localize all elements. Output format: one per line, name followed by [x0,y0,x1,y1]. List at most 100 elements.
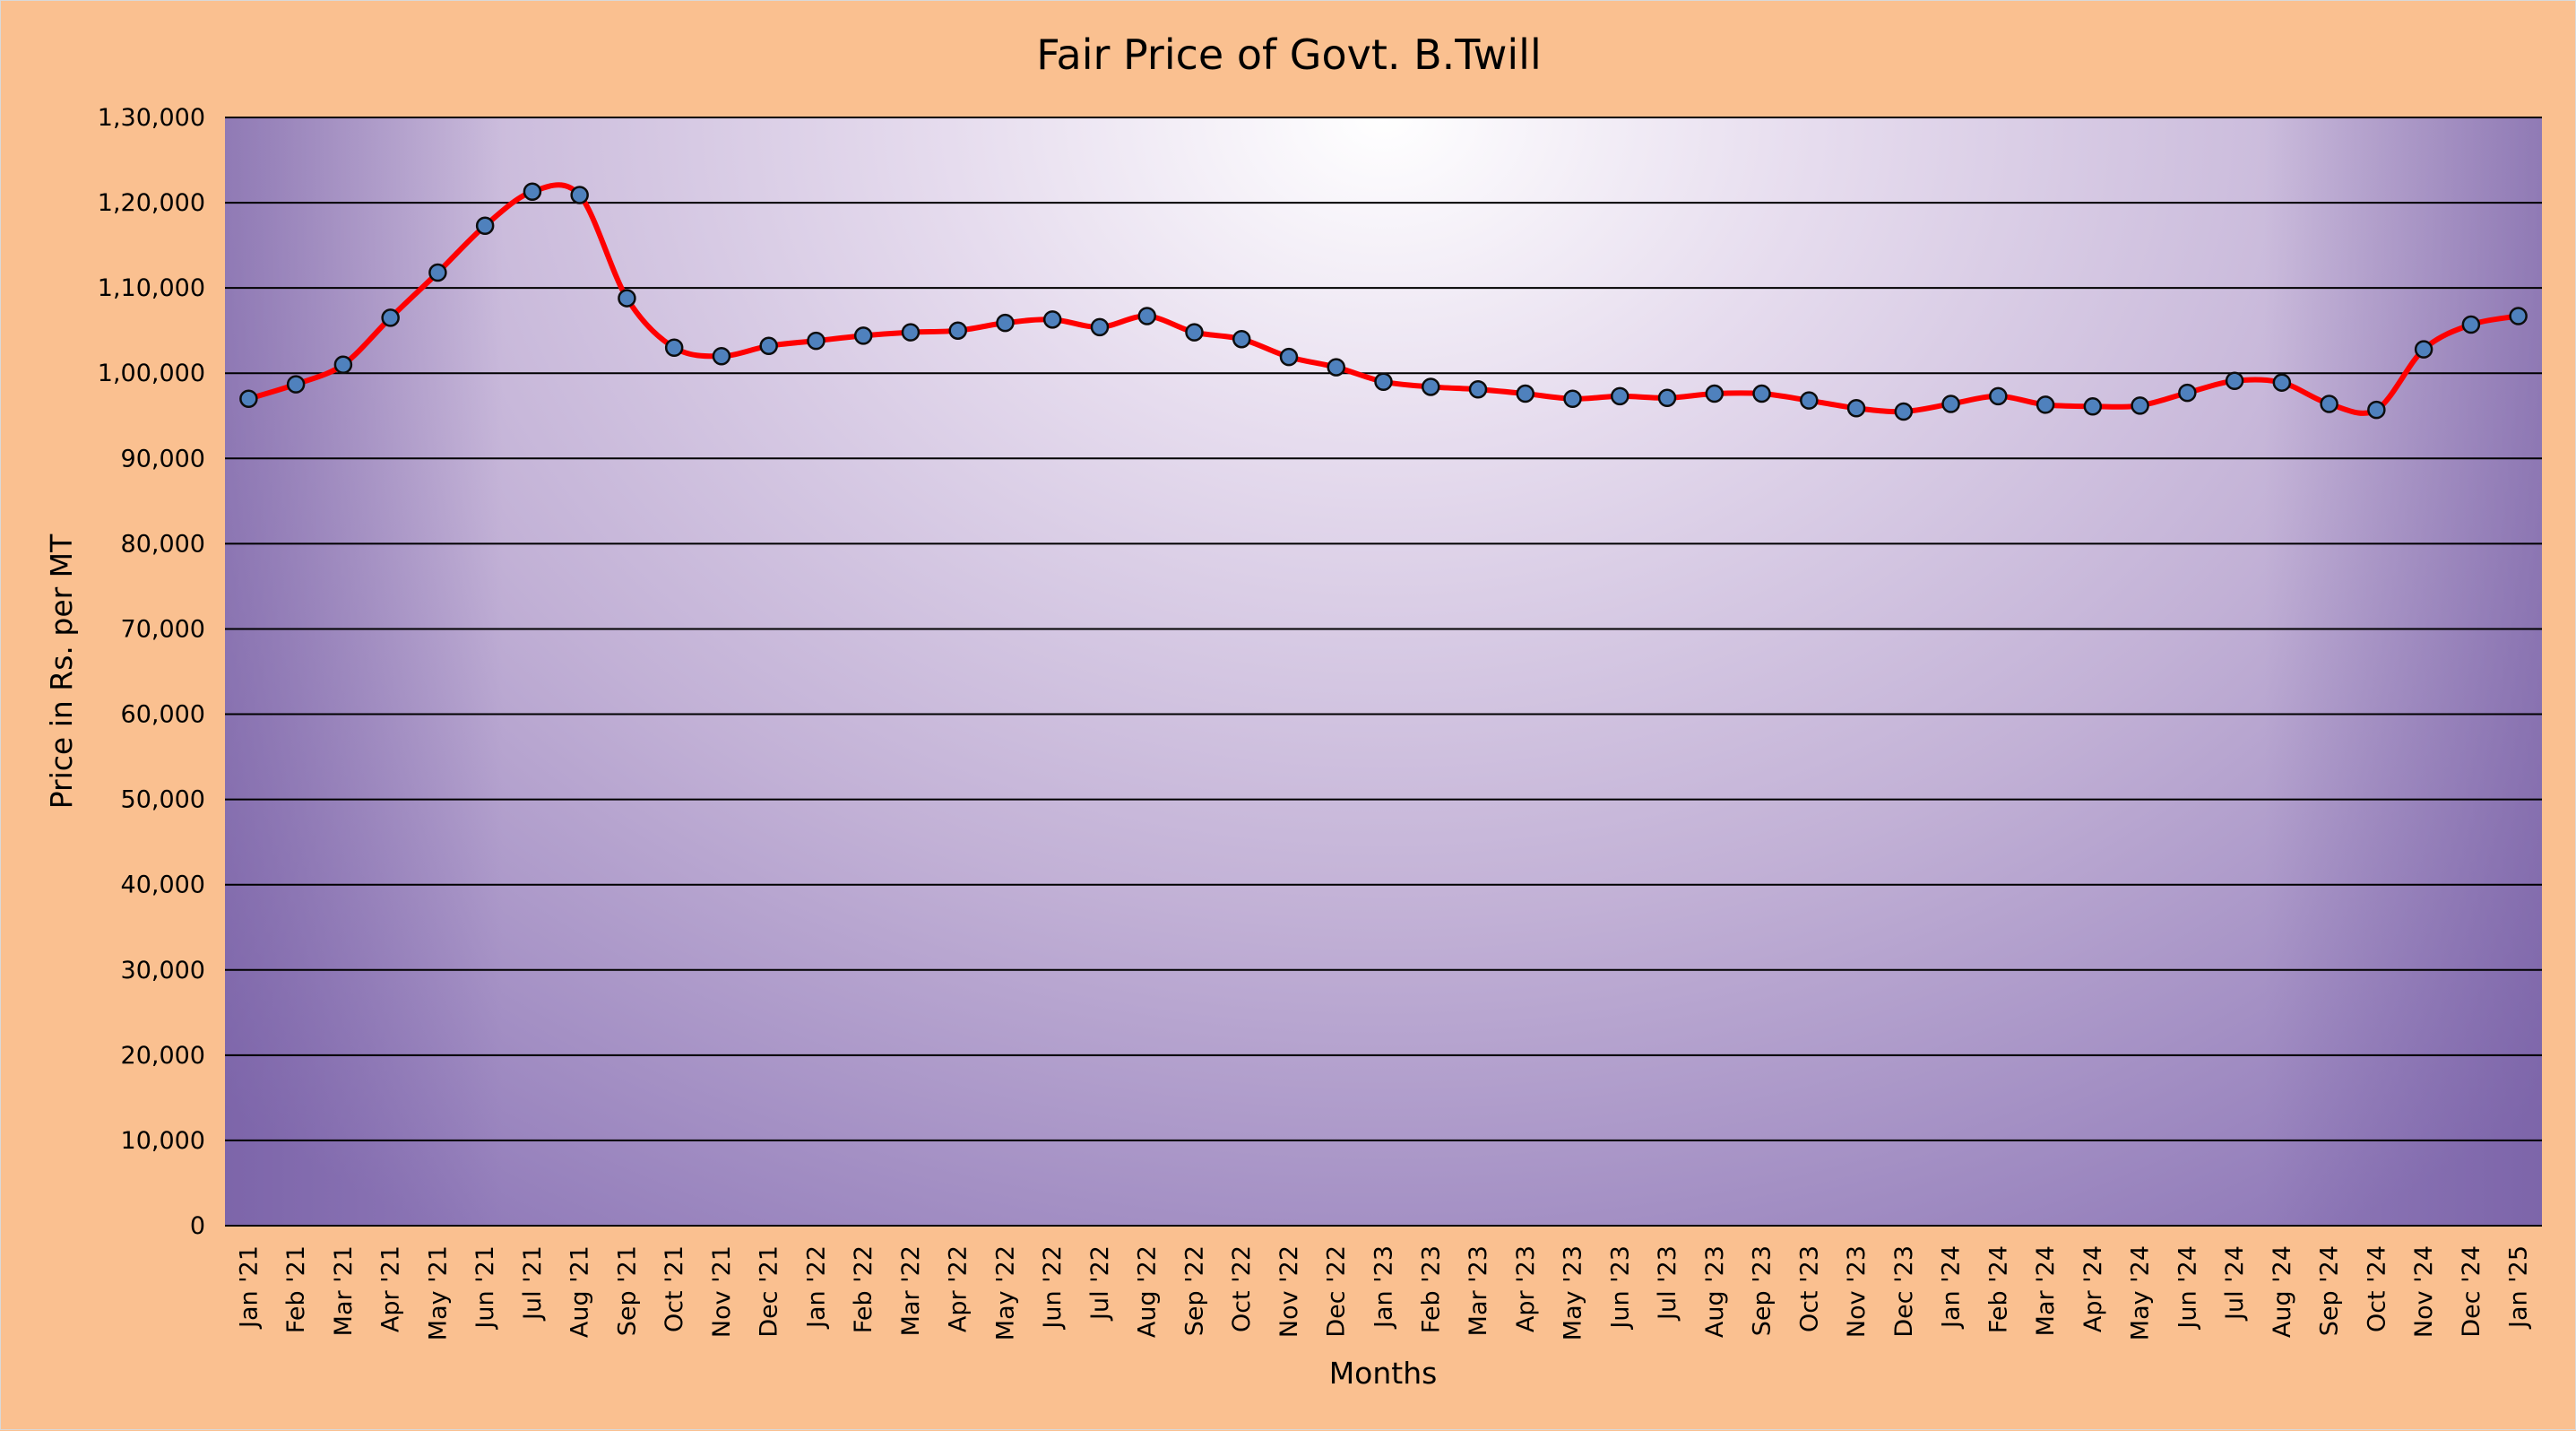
x-tick-label: Oct '24 [2363,1245,2390,1332]
x-tick-label: Jun '22 [1039,1245,1067,1331]
x-tick-label: Jul '21 [519,1245,547,1322]
x-tick-label: Sep '22 [1180,1245,1208,1336]
x-tick-label: Jun '21 [471,1245,499,1331]
data-point [570,186,589,204]
x-tick-label: Feb '21 [282,1245,310,1333]
data-point [2178,383,2197,403]
data-point [333,355,353,374]
x-tick-label: Dec '24 [2458,1245,2485,1338]
data-point [712,346,731,366]
data-point [664,338,684,357]
data-point [1137,307,1156,325]
data-point [1232,329,1251,349]
data-point [2414,340,2433,359]
x-tick-label: Jan '25 [2505,1245,2533,1330]
y-tick-label: 70,000 [121,615,205,643]
data-point [1894,402,1914,421]
x-tick-label: Nov '24 [2410,1245,2438,1338]
data-point [1705,384,1725,403]
y-tick-label: 50,000 [121,786,205,814]
data-point [1279,347,1299,367]
data-point [1468,380,1488,399]
y-axis-label: Price in Rs. per MT [44,533,79,809]
x-tick-label: Nov '22 [1275,1245,1303,1338]
y-tick-label: 1,20,000 [98,189,205,217]
y-tick-label: 30,000 [121,957,205,984]
x-tick-label: Apr '23 [1512,1245,1540,1332]
x-tick-label: Jan '22 [802,1245,830,1330]
x-tick-label: Feb '24 [1984,1245,2012,1333]
y-tick-label: 1,10,000 [98,274,205,302]
x-tick-label: Aug '21 [566,1245,594,1338]
x-tick-label: Jun '24 [2174,1245,2201,1331]
y-tick-label: 60,000 [121,701,205,729]
data-point [1516,384,1535,403]
data-point [1327,358,1345,377]
data-point [1800,391,1819,410]
data-point [475,216,495,235]
x-tick-label: Aug '23 [1701,1245,1729,1338]
data-point [1657,388,1677,408]
data-point [2461,315,2481,334]
x-tick-label: Dec '21 [756,1245,783,1338]
y-tick-label: 10,000 [121,1127,205,1155]
data-point [1611,386,1629,406]
x-tick-label: Oct '22 [1228,1245,1256,1332]
data-point [1042,310,1062,329]
x-tick-label: Oct '23 [1795,1245,1823,1332]
data-point [618,289,636,308]
data-point [996,313,1015,333]
y-tick-label: 1,30,000 [98,104,205,132]
x-tick-label: May '22 [991,1245,1019,1340]
x-tick-label: Jan '23 [1370,1245,1398,1330]
x-tick-label: Sep '24 [2316,1245,2344,1336]
data-point [1846,398,1866,418]
data-point [2225,371,2244,391]
x-tick-label: Mar '22 [897,1245,925,1336]
data-point [1374,372,1393,391]
y-tick-label: 1,00,000 [98,360,205,387]
x-tick-label: Dec '22 [1323,1245,1351,1338]
plot-area-shade [225,117,2542,1226]
x-tick-label: Nov '23 [1843,1245,1871,1338]
data-point [1563,389,1582,409]
data-point [2036,395,2055,414]
data-point [2509,307,2528,325]
data-point [2083,397,2103,416]
x-tick-label: Sep '23 [1749,1245,1776,1336]
x-tick-label: Nov '21 [708,1245,736,1338]
x-tick-label: Aug '22 [1134,1245,1162,1338]
data-point [1422,377,1440,396]
x-tick-label: Jul '24 [2221,1245,2249,1322]
x-tick-label: Apr '21 [377,1245,405,1332]
data-point [428,263,447,282]
data-point [2367,400,2386,420]
x-axis-label: Months [1329,1356,1438,1391]
data-point [759,336,778,356]
data-point [239,389,258,409]
x-tick-label: Jul '22 [1086,1245,1114,1322]
data-point [2272,373,2292,392]
y-axis-ticks: 0 10,000 20,000 30,000 40,000 50,000 60,000 70,… [98,104,205,1240]
x-tick-label: Jul '23 [1654,1245,1681,1322]
series-group [239,182,2528,421]
x-tick-label: May '24 [2127,1245,2155,1340]
data-point [523,182,542,201]
y-tick-label: 20,000 [121,1042,205,1070]
y-tick-label: 90,000 [121,445,205,473]
x-tick-label: Apr '22 [945,1245,972,1332]
data-point [948,321,967,340]
data-point [807,331,826,351]
x-tick-label: Apr '24 [2079,1245,2107,1332]
x-tick-label: Mar '23 [1465,1245,1492,1336]
x-tick-label: Sep '21 [613,1245,641,1336]
x-tick-label: Dec '23 [1890,1245,1918,1338]
x-tick-label: May '21 [424,1245,452,1340]
data-point [1752,384,1771,403]
x-tick-label: Oct '21 [661,1245,688,1332]
data-point [853,326,873,345]
x-tick-label: Jan '21 [235,1245,263,1330]
x-tick-label: Feb '22 [850,1245,877,1333]
